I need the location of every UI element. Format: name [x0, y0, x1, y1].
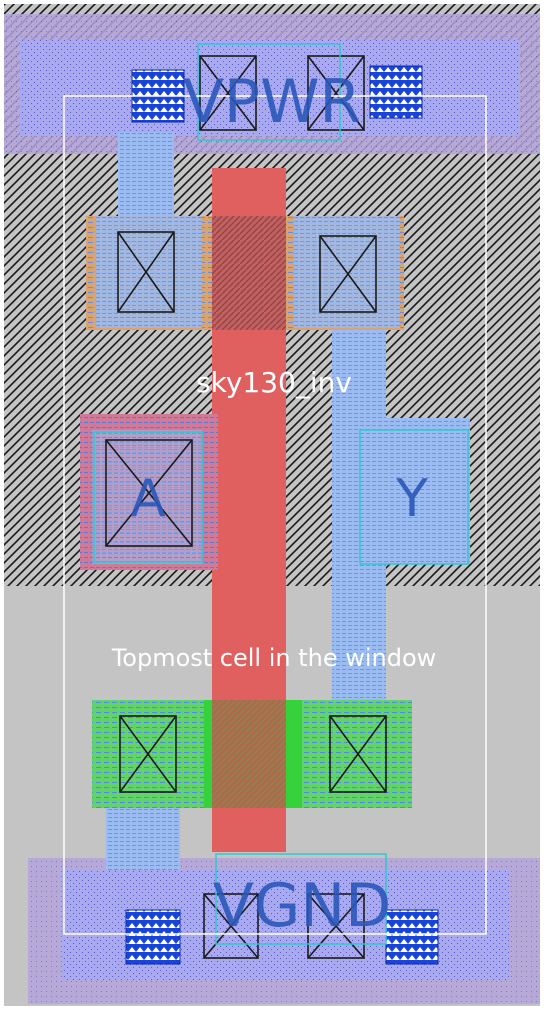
output-pin-region	[356, 418, 470, 564]
contact-nmos-left	[119, 715, 177, 793]
contact-vgnd-left	[203, 893, 259, 959]
cell-boundary[interactable]	[63, 95, 487, 935]
nmos-gate-edge-right	[286, 700, 302, 808]
li-strap-vgnd	[106, 800, 180, 870]
vgnd-pin-label: VGND	[213, 871, 392, 941]
power-rail-met1	[20, 40, 520, 136]
vpwr-pin-outline	[197, 43, 341, 141]
contact-input-a	[105, 439, 193, 547]
nmos-gate-overlap	[212, 700, 286, 808]
input-pin-label: A	[130, 469, 166, 529]
vgnd-pin-outline	[215, 853, 387, 945]
input-pin-outline	[93, 431, 203, 563]
via-vpwr-right	[369, 65, 423, 119]
nmos-gate-edge-left	[204, 700, 212, 808]
pmos-gate-overlap	[212, 216, 286, 330]
contact-nmos-right	[329, 715, 387, 793]
window-cell-label: Topmost cell in the window	[111, 644, 437, 672]
vpwr-pin-label: VPWR	[183, 67, 361, 137]
li-strap-vpwr	[118, 132, 174, 232]
contact-vpwr-left	[199, 55, 257, 131]
contact-pmos-right	[319, 235, 377, 313]
via-vgnd-right	[385, 909, 439, 965]
contact-vgnd-right	[307, 893, 365, 959]
cell-name-label: sky130_inv	[196, 366, 352, 399]
via-vgnd-left	[125, 909, 181, 965]
contact-pmos-left	[117, 231, 175, 313]
output-pin-label: Y	[395, 469, 428, 529]
output-pin-outline	[359, 429, 469, 565]
pmos-li-left	[96, 216, 202, 328]
contact-vpwr-right	[307, 55, 365, 131]
